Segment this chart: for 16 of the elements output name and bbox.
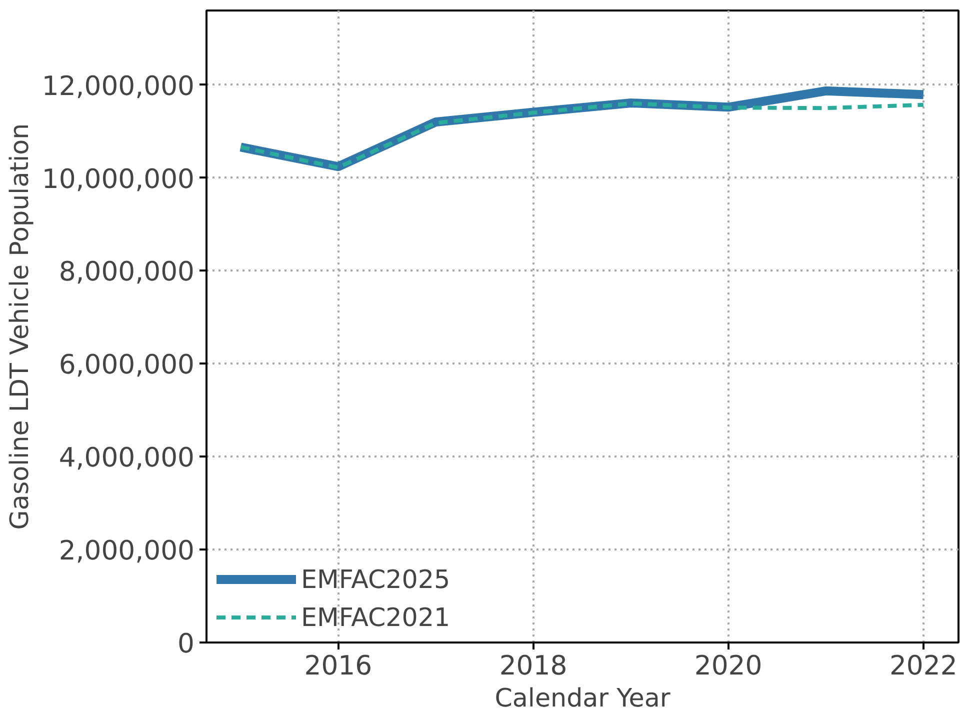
legend-label: EMFAC2021 bbox=[301, 602, 450, 632]
y-tick-label: 2,000,000 bbox=[58, 536, 195, 567]
legend-label: EMFAC2025 bbox=[301, 564, 450, 594]
y-axis-title: Gasoline LDT Vehicle Population bbox=[4, 123, 34, 530]
y-tick-label: 0 bbox=[178, 628, 195, 660]
y-tick-label: 10,000,000 bbox=[42, 164, 194, 195]
x-tick-label: 2018 bbox=[499, 650, 568, 682]
y-tick-label: 6,000,000 bbox=[58, 350, 195, 381]
x-tick-label: 2016 bbox=[304, 650, 372, 682]
y-tick-label: 8,000,000 bbox=[58, 256, 195, 288]
x-tick-label: 2022 bbox=[889, 650, 958, 682]
y-tick-label: 12,000,000 bbox=[42, 70, 194, 102]
line-series bbox=[238, 101, 926, 170]
x-tick-label: 2020 bbox=[694, 650, 762, 682]
y-tick-label: 4,000,000 bbox=[58, 442, 195, 474]
x-axis-title: Calendar Year bbox=[494, 682, 671, 712]
